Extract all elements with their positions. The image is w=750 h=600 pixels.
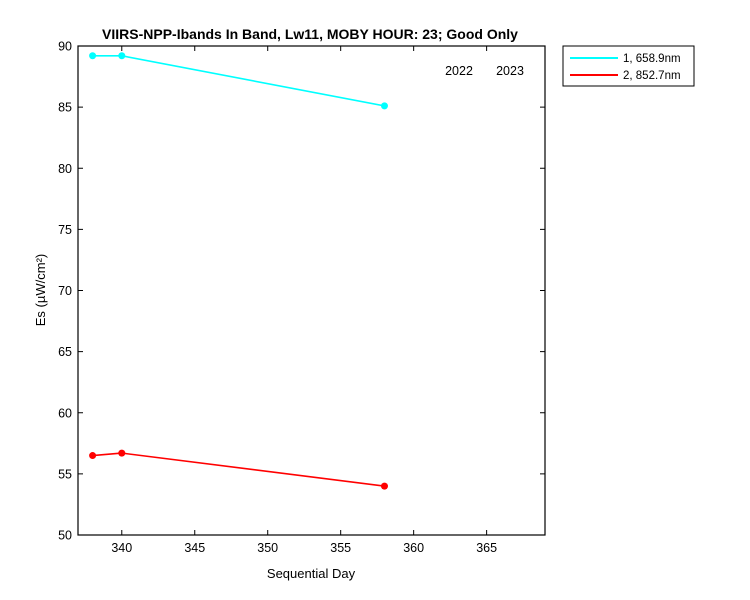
annotation-2023: 2023 xyxy=(496,64,524,78)
y-tick-label: 85 xyxy=(58,101,72,115)
x-tick-label: 345 xyxy=(184,541,205,555)
series-2-point xyxy=(89,452,97,460)
series-2-point xyxy=(380,482,388,490)
y-axis-ticks: 50 55 60 65 70 75 80 85 90 xyxy=(58,40,545,543)
x-tick-label: 350 xyxy=(257,541,278,555)
y-tick-label: 50 xyxy=(58,529,72,543)
legend-label-series-1: 1, 658.9nm xyxy=(623,53,681,65)
plot-frame xyxy=(77,45,546,536)
annotation-2022: 2022 xyxy=(445,64,473,78)
series-2-point xyxy=(118,449,126,457)
x-axis-label: Sequential Day xyxy=(267,566,356,581)
y-tick-label: 80 xyxy=(58,162,72,176)
x-tick-label: 360 xyxy=(403,541,424,555)
x-axis-ticks: 340 345 350 355 360 365 xyxy=(111,46,497,555)
x-tick-label: 365 xyxy=(476,541,497,555)
y-tick-label: 65 xyxy=(58,345,72,359)
series-1-point xyxy=(118,52,126,60)
y-tick-label: 75 xyxy=(58,223,72,237)
x-tick-label: 340 xyxy=(111,541,132,555)
legend-label-series-2: 2, 852.7nm xyxy=(623,70,681,82)
y-tick-label: 70 xyxy=(58,284,72,298)
y-tick-label: 60 xyxy=(58,406,72,420)
y-tick-label: 55 xyxy=(58,467,72,481)
series-1-point xyxy=(89,52,97,60)
legend: 1, 658.9nm 2, 852.7nm xyxy=(562,45,695,87)
legend-box xyxy=(562,45,695,87)
series-1-point xyxy=(380,102,388,110)
x-tick-label: 355 xyxy=(330,541,351,555)
y-axis-label: Es (µW/cm²) xyxy=(33,254,48,326)
chart-title: VIIRS-NPP-Ibands In Band, Lw11, MOBY HOU… xyxy=(102,26,518,42)
series-layer xyxy=(89,52,388,490)
y-tick-label: 90 xyxy=(58,40,72,54)
